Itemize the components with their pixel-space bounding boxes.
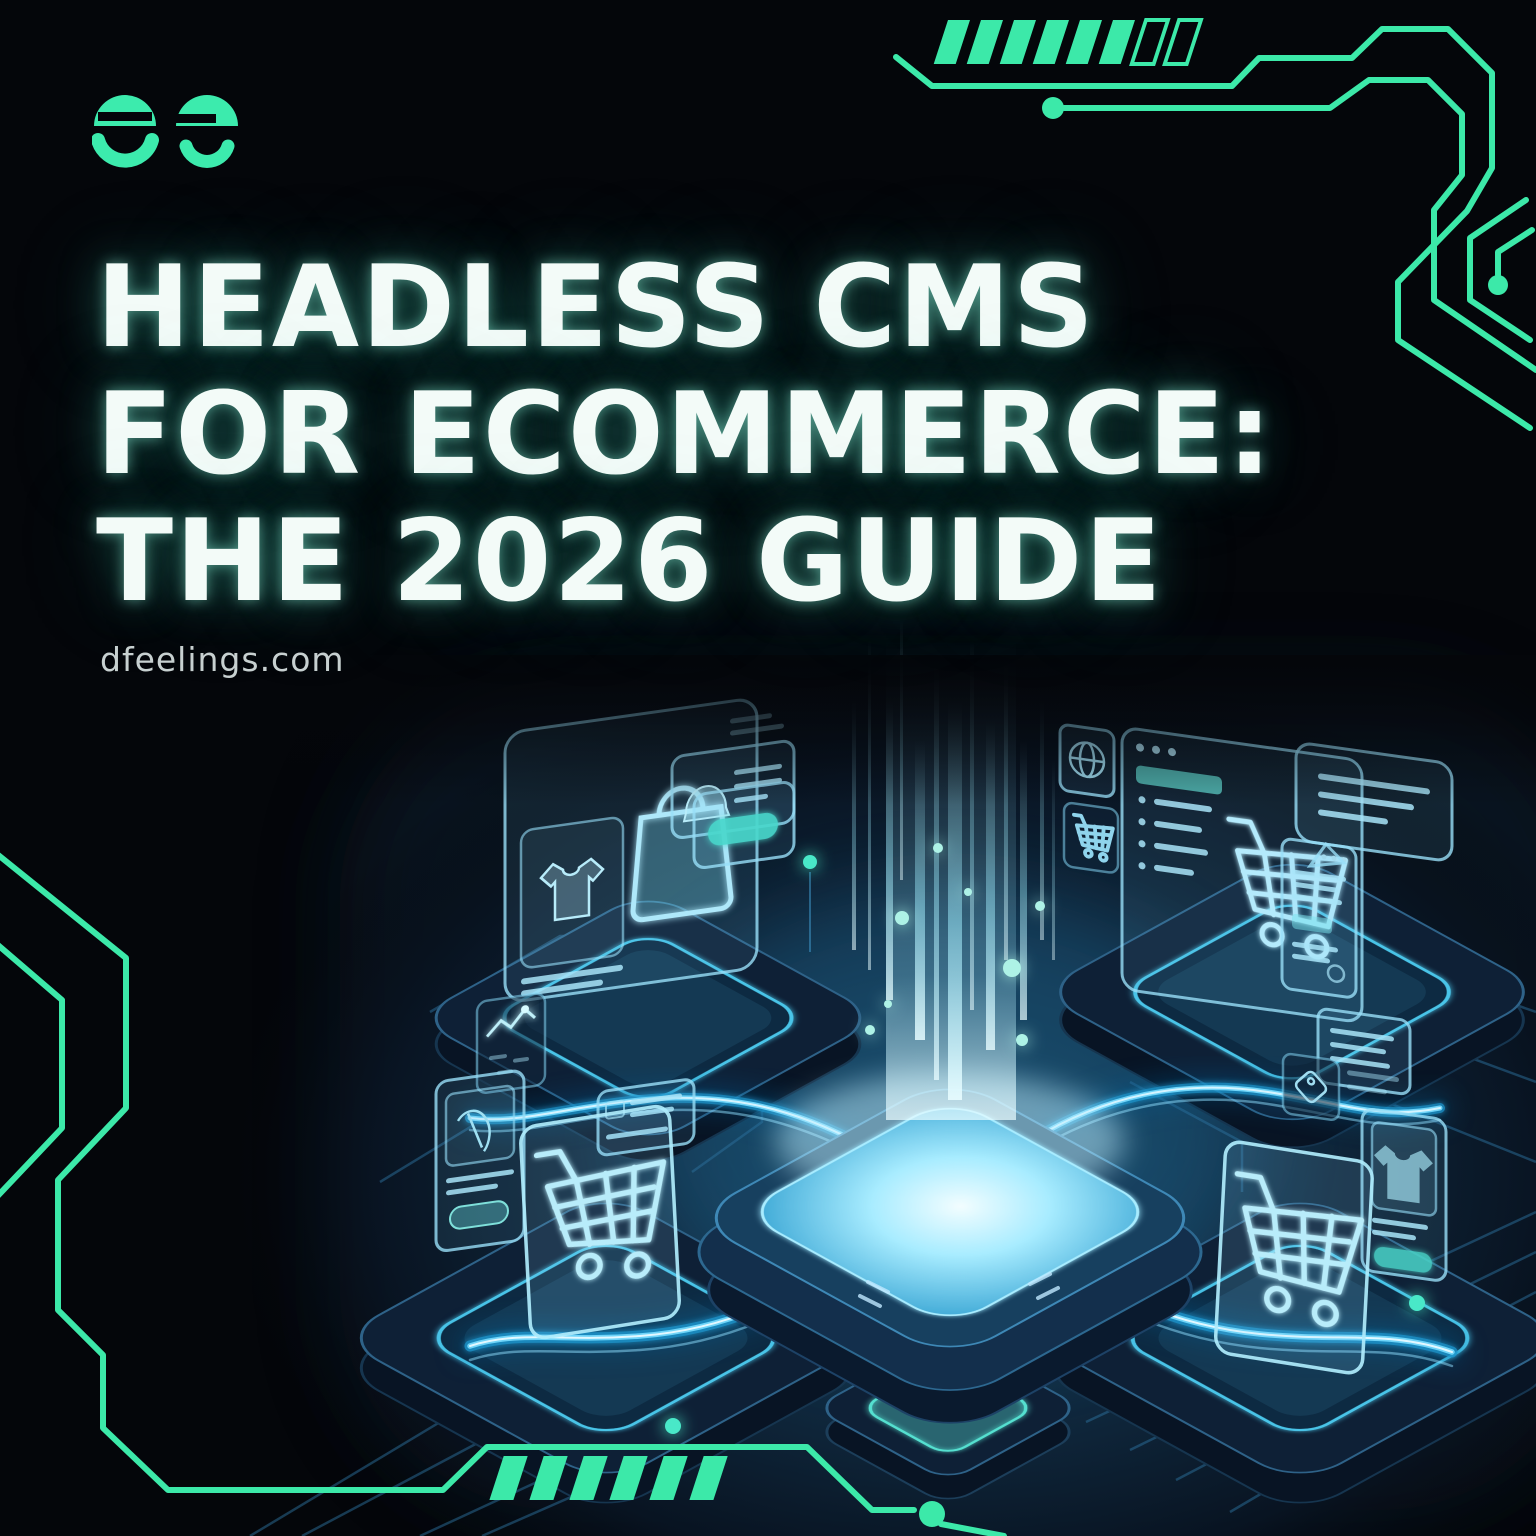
line-chart-icon [485,1005,537,1038]
hazard-bars [489,1456,728,1500]
node-dots [665,855,1425,1434]
cart-glass-panel [1213,1140,1374,1375]
product-card [1360,1108,1448,1282]
title-line-2: FOR ECOMMERCE: [96,368,1275,500]
logo-glyph-1 [92,95,159,168]
circuit-decoration-bottom-left [0,852,1007,1536]
website-url: dfeelings.com [100,640,345,679]
product-card [434,1069,526,1252]
teal-button [708,812,778,846]
cart-glass-panel [519,1104,681,1340]
top-fade [0,655,1536,805]
lines-panel [1316,1007,1412,1096]
product-image [456,1109,491,1152]
cart-tile [1062,801,1120,874]
chart-tile [475,992,547,1094]
title-line-1: HEADLESS CMS [96,241,1097,373]
teal-button [449,1200,509,1230]
cpu-chip [697,1074,1203,1424]
logo-glyph-2 [176,95,238,168]
hazard-bars [933,18,1204,66]
panel-cluster-lower-left [434,992,696,1340]
teal-button [1374,1246,1432,1273]
price-tag-icon [1294,1070,1328,1104]
dfeelings-logo [92,95,238,168]
panel-cluster-lower-right [1213,1108,1448,1375]
circuit-decoration-top-right [893,18,1536,431]
page-title: HEADLESS CMS FOR ECOMMERCE: THE 2026 GUI… [96,244,1274,625]
title-line-3: THE 2026 GUIDE [96,495,1164,627]
tag-tile [1281,1052,1399,1121]
beam-particles [865,843,1045,1046]
side-panel [1280,837,1358,999]
